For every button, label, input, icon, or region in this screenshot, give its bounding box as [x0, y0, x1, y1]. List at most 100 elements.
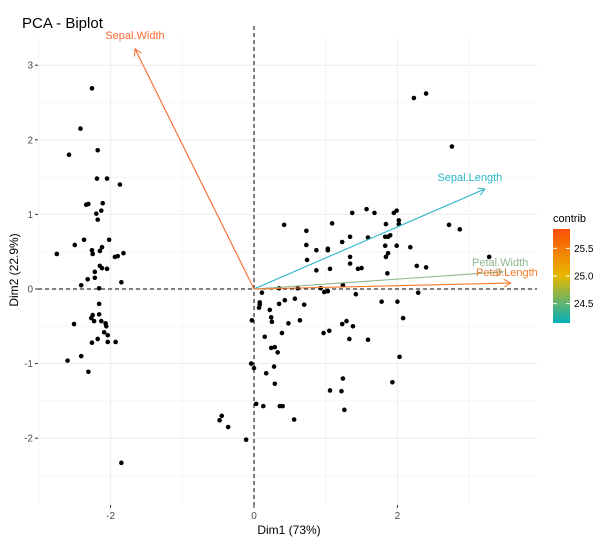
- data-point: [423, 91, 429, 96]
- axes: -2 0 2 3 2 1 0 -1 -2: [24, 61, 401, 522]
- data-point: [395, 299, 400, 304]
- data-point: [96, 301, 102, 307]
- data-point: [326, 328, 332, 334]
- data-point: [267, 307, 273, 313]
- data-point: [119, 460, 124, 466]
- data-point: [301, 302, 307, 307]
- data-point: [347, 234, 353, 240]
- data-point: [95, 147, 100, 153]
- data-point: [99, 244, 105, 250]
- data-point: [54, 251, 60, 257]
- data-point: [339, 388, 344, 394]
- data-point: [314, 268, 319, 273]
- data-point: [88, 315, 94, 321]
- y-tick-label: 0: [27, 285, 33, 296]
- data-point: [486, 254, 492, 260]
- data-point: [396, 218, 402, 223]
- data-point: [314, 247, 319, 253]
- data-point: [90, 251, 95, 257]
- y-tick-label: 2: [27, 135, 33, 146]
- data-point: [408, 244, 413, 250]
- data-point: [446, 222, 452, 228]
- data-point: [268, 345, 274, 351]
- chart-title: PCA - Biplot: [22, 15, 104, 32]
- data-point: [365, 337, 371, 343]
- data-point: [257, 300, 263, 305]
- data-point: [86, 201, 91, 207]
- data-point: [243, 437, 249, 442]
- data-point: [382, 243, 388, 249]
- data-point: [225, 424, 231, 430]
- data-point: [92, 275, 98, 281]
- data-point: [272, 381, 278, 387]
- data-point: [262, 334, 268, 340]
- data-point: [340, 376, 346, 381]
- data-point: [379, 299, 384, 304]
- variable-arrow: [135, 49, 255, 290]
- data-point: [449, 144, 455, 149]
- data-point: [89, 340, 95, 346]
- variable-arrows: Sepal.Width Sepal.Length Petal.WidthPetal.…: [105, 30, 538, 290]
- x-tick-label: 2: [395, 511, 401, 522]
- data-point: [94, 176, 100, 181]
- data-point: [385, 250, 391, 256]
- data-point: [297, 318, 303, 323]
- data-point: [249, 318, 255, 323]
- data-point: [325, 288, 331, 294]
- data-point: [387, 232, 393, 238]
- data-point: [86, 369, 91, 375]
- data-point: [292, 296, 298, 301]
- data-point: [81, 237, 87, 243]
- data-point: [276, 301, 282, 307]
- data-point: [219, 413, 225, 419]
- data-point: [98, 208, 104, 213]
- data-point: [364, 206, 369, 212]
- data-point: [339, 239, 345, 245]
- data-point: [318, 285, 323, 291]
- data-point: [71, 321, 77, 327]
- data-point: [394, 243, 399, 249]
- data-point: [113, 339, 118, 345]
- data-point: [89, 86, 95, 91]
- legend-tick-label: 24.5: [574, 299, 594, 310]
- data-point: [394, 208, 399, 213]
- data-point: [359, 265, 364, 271]
- data-point: [355, 266, 361, 272]
- data-point: [342, 407, 347, 413]
- data-point: [423, 265, 429, 270]
- data-point: [100, 200, 106, 206]
- data-point: [256, 305, 262, 310]
- data-point: [85, 277, 90, 282]
- data-point: [329, 221, 335, 226]
- data-point: [383, 254, 389, 260]
- data-point: [106, 237, 112, 243]
- data-point: [97, 263, 103, 269]
- variable-arrow: [253, 189, 485, 290]
- legend-tick-label: 25.0: [574, 272, 594, 283]
- data-point: [95, 217, 100, 222]
- data-point: [268, 315, 274, 320]
- data-point: [251, 365, 257, 371]
- legend-colorbar: [553, 229, 570, 323]
- legend-tick-label: 25.5: [574, 244, 594, 255]
- data-point: [91, 318, 97, 324]
- data-point: [261, 403, 266, 409]
- data-point: [65, 358, 70, 363]
- data-point: [279, 330, 285, 336]
- data-point: [411, 95, 417, 101]
- data-point: [103, 321, 108, 326]
- variable-label: Petal.Length: [476, 267, 538, 279]
- y-axis-title: Dim2 (22.9%): [7, 233, 21, 306]
- data-point: [78, 126, 83, 131]
- data-point: [263, 370, 269, 376]
- data-point: [400, 315, 406, 321]
- data-point: [95, 336, 100, 342]
- data-point: [457, 227, 463, 232]
- data-point: [347, 254, 353, 260]
- y-tick-label: 1: [27, 210, 33, 221]
- data-point: [349, 210, 355, 216]
- data-point: [96, 285, 102, 291]
- data-point: [304, 257, 310, 263]
- y-tick-label: -1: [24, 359, 33, 370]
